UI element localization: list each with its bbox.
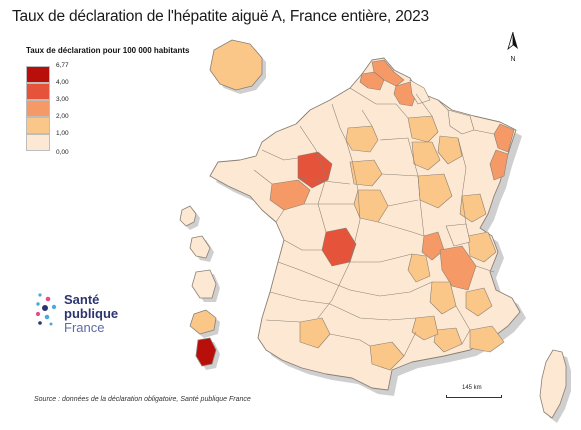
corsica xyxy=(539,349,567,419)
sante-publique-france-logo: Santé publique France xyxy=(34,291,154,341)
department-border-line xyxy=(361,109,373,127)
legend: Taux de déclaration pour 100 000 habitan… xyxy=(26,46,226,156)
territory-saint-pierre-miquelon xyxy=(209,39,263,91)
department-border-line xyxy=(269,291,417,321)
department-border-line xyxy=(350,253,413,263)
department-border-line xyxy=(317,103,361,319)
legend-title: Taux de déclaration pour 100 000 habitan… xyxy=(26,46,190,55)
dept-bouches-du-rhone xyxy=(433,327,463,353)
department-border-line xyxy=(349,87,409,119)
map-regions xyxy=(179,39,567,419)
scale-label: 145 km xyxy=(462,385,482,391)
department-border-line xyxy=(277,261,433,297)
legend-tick: 0,00 xyxy=(56,149,69,156)
department-border-line xyxy=(261,149,299,161)
dept-ain xyxy=(445,223,471,247)
dept-rhone xyxy=(421,231,445,261)
north-letter: N xyxy=(510,56,516,63)
dept-loire xyxy=(407,253,431,283)
legend-tick: 2,00 xyxy=(56,113,69,120)
department-border-line xyxy=(475,265,495,273)
logo-text-line-1: Santé xyxy=(64,292,100,307)
legend-tick: 4,00 xyxy=(56,79,69,86)
department-border-line xyxy=(329,333,371,347)
department-border-line xyxy=(377,221,425,237)
department-borders xyxy=(253,87,495,357)
dept-bas-rhin xyxy=(493,123,515,153)
department-border-line xyxy=(299,125,327,233)
source-note: Source : données de la déclaration oblig… xyxy=(34,396,251,403)
department-border-line xyxy=(253,169,273,185)
dept-moselle xyxy=(447,109,475,135)
legend-tick: 1,00 xyxy=(56,130,69,137)
territory-martinique xyxy=(189,235,211,259)
dept-jura xyxy=(459,193,487,223)
dept-haute-garonne xyxy=(299,317,331,349)
dept-haute-marne xyxy=(437,135,463,165)
territory-guadeloupe xyxy=(179,205,197,227)
dept-hautes-alpes xyxy=(465,287,493,317)
legend-swatch-class-5 xyxy=(26,66,50,83)
department-border-line xyxy=(461,329,471,345)
department-border-line xyxy=(381,173,419,177)
dept-marne xyxy=(407,115,439,143)
department-border-line xyxy=(283,239,322,251)
department-border-line xyxy=(457,137,467,225)
dept-pas-de-calais xyxy=(359,71,385,91)
dept-ardennes xyxy=(409,79,431,105)
legend-tick: 3,00 xyxy=(56,96,69,103)
legend-swatch-class-1 xyxy=(26,134,50,151)
department-border-line xyxy=(297,177,351,185)
logo-text-line-2: publique xyxy=(64,306,119,321)
department-border-line xyxy=(473,129,495,135)
logo-text-line-3: France xyxy=(64,320,105,335)
dept-savoie xyxy=(467,231,497,263)
legend-tick: 6,77 xyxy=(56,62,69,69)
map-title: Taux de déclaration de l'hépatite aiguë … xyxy=(12,8,429,25)
territory-mayotte xyxy=(195,337,217,367)
dept-drome xyxy=(429,281,457,315)
legend-swatch-class-2 xyxy=(26,117,50,134)
scale-bar-line xyxy=(446,395,502,398)
logo-dots-icon xyxy=(35,293,57,326)
dept-isere xyxy=(439,245,477,291)
legend-swatch-class-3 xyxy=(26,100,50,117)
department-border-line xyxy=(275,209,285,223)
legend-swatch-class-4 xyxy=(26,83,50,100)
dept-herault xyxy=(369,341,405,371)
department-border-line xyxy=(455,305,471,331)
territory-guyane xyxy=(191,269,217,299)
department-border-line xyxy=(403,331,417,357)
dept-haut-rhin xyxy=(489,149,509,181)
department-border-line xyxy=(387,199,419,207)
north-arrow-icon xyxy=(507,31,518,51)
territory-reunion xyxy=(189,309,217,335)
dept-gard xyxy=(411,315,439,341)
dept-var xyxy=(469,325,505,353)
department-border-line xyxy=(415,93,433,117)
department-border-line xyxy=(437,99,449,111)
north-arrow: N xyxy=(503,31,523,63)
dept-loiret xyxy=(349,159,383,187)
department-border-line xyxy=(265,319,301,323)
